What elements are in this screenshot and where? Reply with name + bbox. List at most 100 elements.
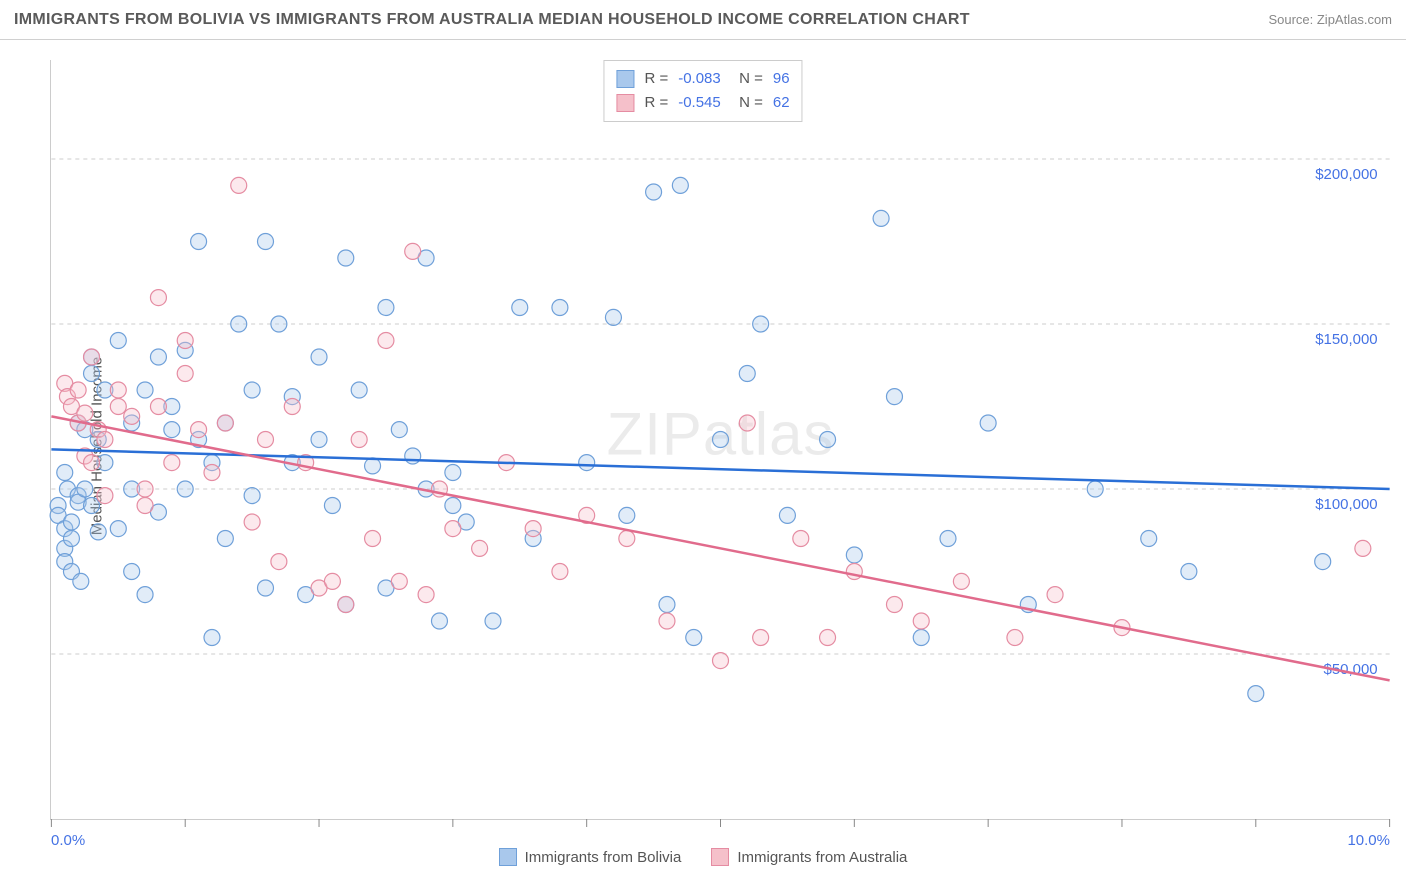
data-point-bolivia bbox=[177, 481, 193, 497]
data-point-bolivia bbox=[258, 580, 274, 596]
legend-swatch bbox=[711, 848, 729, 866]
data-point-bolivia bbox=[137, 382, 153, 398]
data-point-australia bbox=[231, 177, 247, 193]
data-point-australia bbox=[472, 540, 488, 556]
chart-container: IMMIGRANTS FROM BOLIVIA VS IMMIGRANTS FR… bbox=[0, 0, 1406, 892]
data-point-australia bbox=[84, 455, 100, 471]
data-point-australia bbox=[753, 630, 769, 646]
data-point-australia bbox=[204, 465, 220, 481]
stat-n-label: N = bbox=[731, 67, 763, 91]
data-point-bolivia bbox=[646, 184, 662, 200]
data-point-bolivia bbox=[579, 455, 595, 471]
data-point-australia bbox=[97, 488, 113, 504]
data-point-australia bbox=[70, 382, 86, 398]
data-point-bolivia bbox=[244, 488, 260, 504]
data-point-bolivia bbox=[886, 389, 902, 405]
data-point-australia bbox=[913, 613, 929, 629]
data-point-bolivia bbox=[63, 514, 79, 530]
data-point-australia bbox=[378, 333, 394, 349]
data-point-australia bbox=[365, 531, 381, 547]
data-point-bolivia bbox=[1181, 564, 1197, 580]
data-point-australia bbox=[886, 597, 902, 613]
data-point-bolivia bbox=[659, 597, 675, 613]
data-point-bolivia bbox=[77, 481, 93, 497]
data-point-australia bbox=[552, 564, 568, 580]
data-point-australia bbox=[150, 290, 166, 306]
data-point-australia bbox=[351, 432, 367, 448]
legend-swatch bbox=[616, 70, 634, 88]
data-point-bolivia bbox=[739, 366, 755, 382]
legend-item: Immigrants from Australia bbox=[711, 848, 907, 866]
data-point-bolivia bbox=[431, 613, 447, 629]
x-tick-label-max: 10.0% bbox=[1347, 832, 1390, 849]
data-point-bolivia bbox=[619, 507, 635, 523]
data-point-australia bbox=[271, 554, 287, 570]
data-point-australia bbox=[418, 587, 434, 603]
stats-legend: R = -0.083 N = 96R = -0.545 N = 62 bbox=[603, 60, 802, 122]
plot-area: $50,000$100,000$150,000$200,000ZIPatlas … bbox=[50, 60, 1390, 820]
data-point-bolivia bbox=[311, 349, 327, 365]
data-point-bolivia bbox=[90, 524, 106, 540]
y-tick-label: $100,000 bbox=[1315, 496, 1377, 513]
data-point-australia bbox=[258, 432, 274, 448]
stat-r-value: -0.083 bbox=[678, 67, 721, 91]
data-point-bolivia bbox=[846, 547, 862, 563]
data-point-bolivia bbox=[552, 300, 568, 316]
data-point-australia bbox=[177, 333, 193, 349]
x-tick-label-min: 0.0% bbox=[51, 832, 85, 849]
data-point-bolivia bbox=[164, 422, 180, 438]
data-point-bolivia bbox=[820, 432, 836, 448]
data-point-bolivia bbox=[873, 210, 889, 226]
data-point-australia bbox=[244, 514, 260, 530]
legend-item: Immigrants from Bolivia bbox=[499, 848, 682, 866]
legend-swatch bbox=[616, 94, 634, 112]
data-point-bolivia bbox=[779, 507, 795, 523]
data-point-australia bbox=[164, 455, 180, 471]
y-tick-label: $200,000 bbox=[1315, 166, 1377, 183]
data-point-australia bbox=[1007, 630, 1023, 646]
data-point-bolivia bbox=[686, 630, 702, 646]
data-point-australia bbox=[150, 399, 166, 415]
stat-n-value: 62 bbox=[773, 91, 790, 115]
data-point-australia bbox=[217, 415, 233, 431]
stats-legend-row: R = -0.545 N = 62 bbox=[616, 91, 789, 115]
data-point-australia bbox=[793, 531, 809, 547]
data-point-australia bbox=[713, 653, 729, 669]
data-point-bolivia bbox=[351, 382, 367, 398]
data-point-bolivia bbox=[57, 465, 73, 481]
y-tick-label: $150,000 bbox=[1315, 331, 1377, 348]
data-point-australia bbox=[659, 613, 675, 629]
data-point-bolivia bbox=[271, 316, 287, 332]
stat-r-label: R = bbox=[644, 67, 668, 91]
data-point-australia bbox=[77, 405, 93, 421]
data-point-australia bbox=[445, 521, 461, 537]
data-point-australia bbox=[820, 630, 836, 646]
data-point-bolivia bbox=[244, 382, 260, 398]
data-point-bolivia bbox=[1248, 686, 1264, 702]
data-point-australia bbox=[953, 573, 969, 589]
data-point-australia bbox=[177, 366, 193, 382]
data-point-australia bbox=[110, 399, 126, 415]
data-point-bolivia bbox=[672, 177, 688, 193]
data-point-bolivia bbox=[940, 531, 956, 547]
legend-label: Immigrants from Australia bbox=[737, 849, 907, 866]
data-point-bolivia bbox=[324, 498, 340, 514]
data-point-bolivia bbox=[231, 316, 247, 332]
chart-svg: $50,000$100,000$150,000$200,000ZIPatlas bbox=[51, 60, 1390, 819]
data-point-bolivia bbox=[445, 498, 461, 514]
data-point-australia bbox=[284, 399, 300, 415]
data-point-australia bbox=[97, 432, 113, 448]
data-point-bolivia bbox=[605, 309, 621, 325]
series-legend: Immigrants from Bolivia Immigrants from A… bbox=[0, 848, 1406, 866]
data-point-bolivia bbox=[1315, 554, 1331, 570]
data-point-australia bbox=[1047, 587, 1063, 603]
data-point-bolivia bbox=[980, 415, 996, 431]
data-point-australia bbox=[137, 481, 153, 497]
data-point-australia bbox=[739, 415, 755, 431]
data-point-australia bbox=[191, 422, 207, 438]
data-point-bolivia bbox=[217, 531, 233, 547]
stat-n-label: N = bbox=[731, 91, 763, 115]
data-point-bolivia bbox=[378, 300, 394, 316]
data-point-bolivia bbox=[137, 587, 153, 603]
data-point-bolivia bbox=[1087, 481, 1103, 497]
